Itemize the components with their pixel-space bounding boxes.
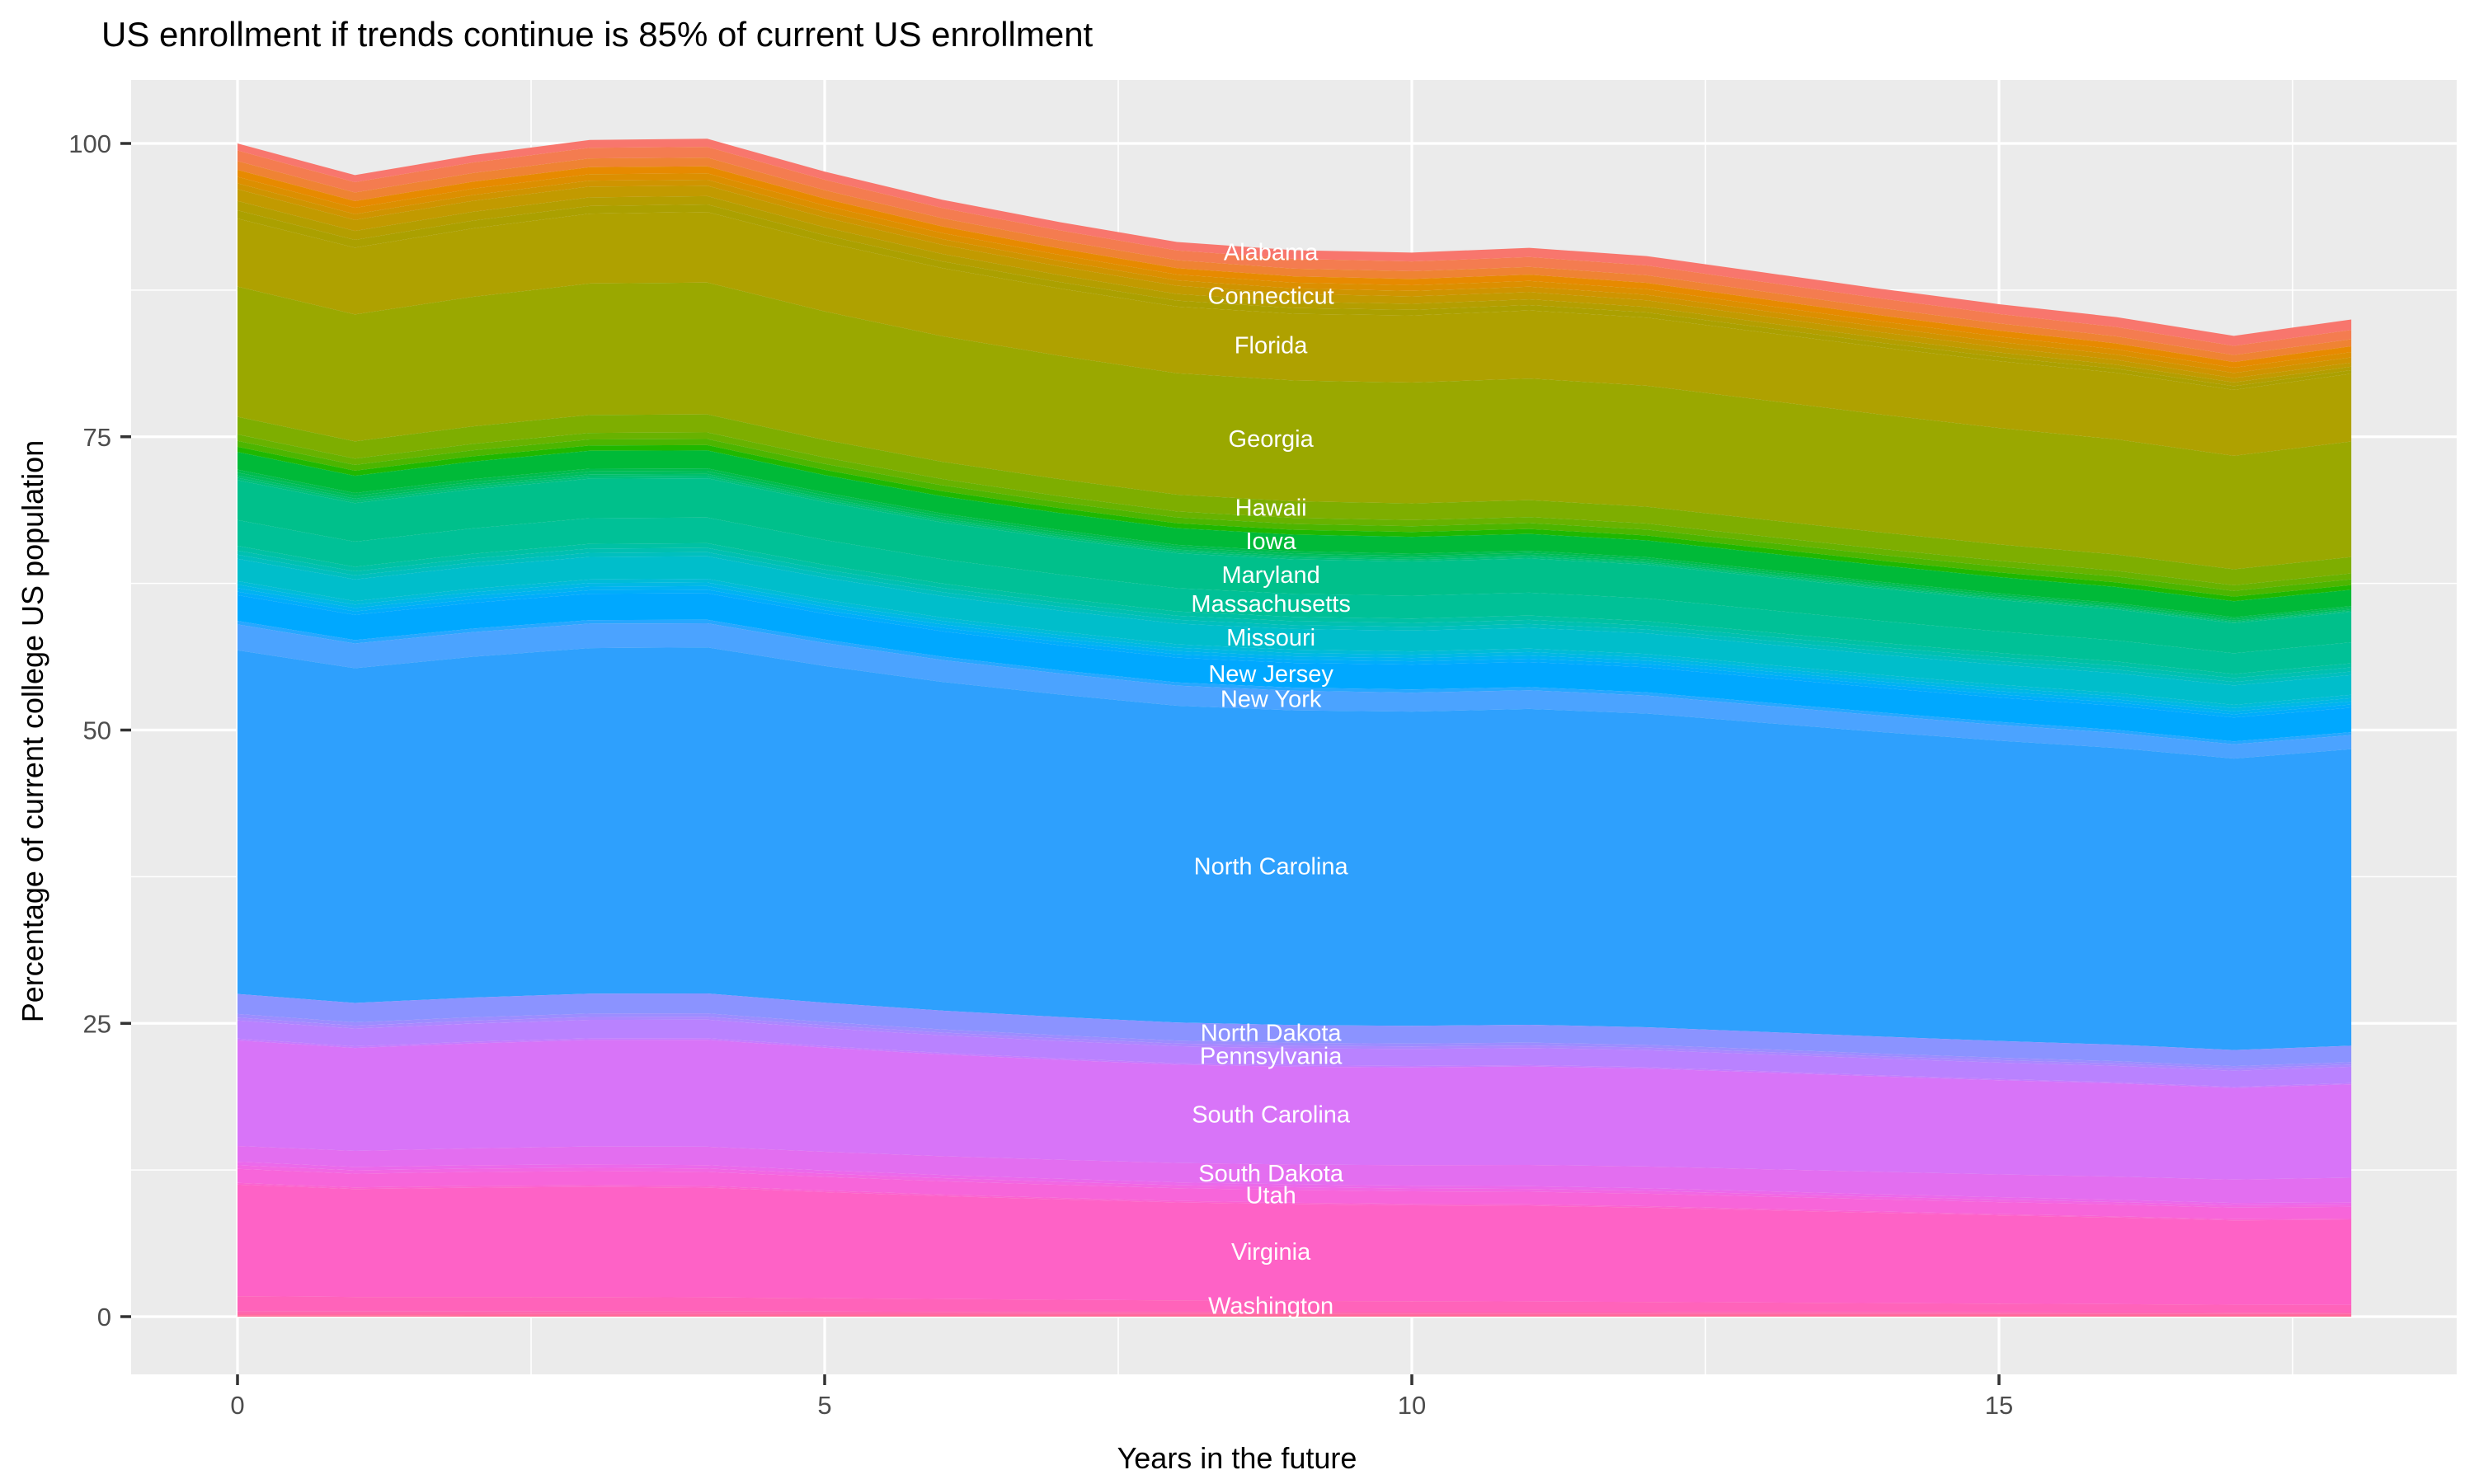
area-band-idaho: [238, 432, 2352, 591]
area-band-nebraska: [238, 582, 2352, 711]
page-title: US enrollment if trends continue is 85% …: [101, 15, 1094, 54]
y-tick-label: 100: [68, 129, 111, 158]
area-band-rhode-island: [238, 1038, 2352, 1088]
state-label-north-dakota: North Dakota: [1201, 1021, 1343, 1047]
area-band-ohio: [238, 1013, 2352, 1068]
area-band-louisiana: [238, 473, 2352, 622]
area-band-colorado: [238, 180, 2352, 378]
area-band-michigan: [238, 542, 2352, 679]
area-band-indiana: [238, 444, 2352, 602]
area-band-maryland: [238, 478, 2352, 654]
x-axis-title: Years in the future: [1117, 1441, 1357, 1475]
area-band-massachusetts: [238, 517, 2352, 674]
area-band-illinois: [238, 439, 2352, 597]
state-label-missouri: Missouri: [1226, 625, 1315, 651]
x-tick-label: 10: [1398, 1391, 1426, 1420]
area-band-alabama: [238, 139, 2352, 346]
state-label-washington: Washington: [1208, 1294, 1333, 1320]
state-label-florida: Florida: [1235, 332, 1309, 359]
area-band-alaska: [238, 147, 2352, 355]
area-band-new-york: [238, 622, 2352, 759]
area-bands: [238, 139, 2352, 1317]
state-label-south-dakota: South Dakota: [1198, 1161, 1344, 1187]
state-label-virginia: Virginia: [1231, 1239, 1311, 1266]
area-band-wisconsin: [238, 1313, 2352, 1316]
state-label-maryland: Maryland: [1221, 562, 1319, 589]
state-label-connecticut: Connecticut: [1208, 283, 1334, 309]
area-band-wyoming: [238, 1315, 2352, 1317]
area-band-virginia: [238, 1184, 2352, 1305]
state-label-hawaii: Hawaii: [1235, 495, 1307, 522]
area-band-minnesota: [238, 547, 2352, 683]
area-band-kentucky: [238, 471, 2352, 621]
state-labels: Alabama Connecticut Florida Georgia Hawaii Io…: [1191, 240, 1351, 1320]
area-band-florida: [238, 212, 2352, 456]
state-label-alabama: Alabama: [1224, 240, 1319, 266]
y-tick-label: 0: [97, 1303, 111, 1331]
state-label-new-york: New York: [1221, 687, 1322, 713]
area-band-arkansas: [238, 166, 2352, 369]
area-band-california: [238, 173, 2352, 373]
area-band-connecticut: [238, 186, 2352, 383]
state-label-iowa: Iowa: [1245, 528, 1296, 555]
y-axis-title: Percentage of current college US populat…: [16, 439, 49, 1023]
area-band-texas: [238, 1165, 2352, 1208]
x-tick-label: 5: [817, 1391, 831, 1420]
x-tick-label: 0: [230, 1391, 244, 1420]
area-band-iowa: [238, 450, 2352, 618]
area-band-new-hampshire: [238, 589, 2352, 718]
area-band-hawaii: [238, 414, 2352, 585]
area-band-mississippi: [238, 552, 2352, 686]
x-tick-label: 15: [1985, 1391, 2013, 1420]
area-band-georgia: [238, 282, 2352, 570]
area-band-utah: [238, 1168, 2352, 1219]
state-label-massachusetts: Massachusetts: [1191, 591, 1350, 618]
area-band-south-carolina: [238, 1040, 2352, 1180]
axis-tick-marks: [120, 142, 2001, 1385]
area-band-north-dakota: [238, 993, 2352, 1067]
area-band-missouri: [238, 556, 2352, 705]
area-band-new-jersey: [238, 593, 2352, 742]
area-band-south-dakota: [238, 1145, 2352, 1204]
state-label-south-carolina: South Carolina: [1192, 1102, 1351, 1129]
axis-tick-labels: 0 5 10 15 0 25 50 75 100: [68, 129, 2013, 1420]
area-band-arizona: [238, 157, 2352, 363]
y-tick-label: 25: [83, 1009, 111, 1038]
area-band-montana: [238, 579, 2352, 708]
state-label-new-jersey: New Jersey: [1208, 661, 1333, 688]
area-band-nevada: [238, 585, 2352, 715]
area-band-west-virginia: [238, 1311, 2352, 1314]
area-band-new-mexico: [238, 619, 2352, 744]
y-tick-label: 50: [83, 716, 111, 745]
y-tick-label: 75: [83, 423, 111, 452]
area-band-pennsylvania: [238, 1019, 2352, 1087]
state-label-pennsylvania: Pennsylvania: [1200, 1043, 1343, 1069]
state-label-georgia: Georgia: [1229, 426, 1315, 453]
area-band-washington: [238, 1296, 2352, 1313]
state-label-north-carolina: North Carolina: [1194, 854, 1349, 881]
state-label-utah: Utah: [1245, 1183, 1296, 1209]
area-band-vermont: [238, 1182, 2352, 1221]
area-band-north-carolina: [238, 647, 2352, 1050]
area-band-oklahoma: [238, 1017, 2352, 1071]
area-band-kansas: [238, 468, 2352, 619]
area-band-tennessee: [238, 1162, 2352, 1205]
area-band-maine: [238, 476, 2352, 623]
